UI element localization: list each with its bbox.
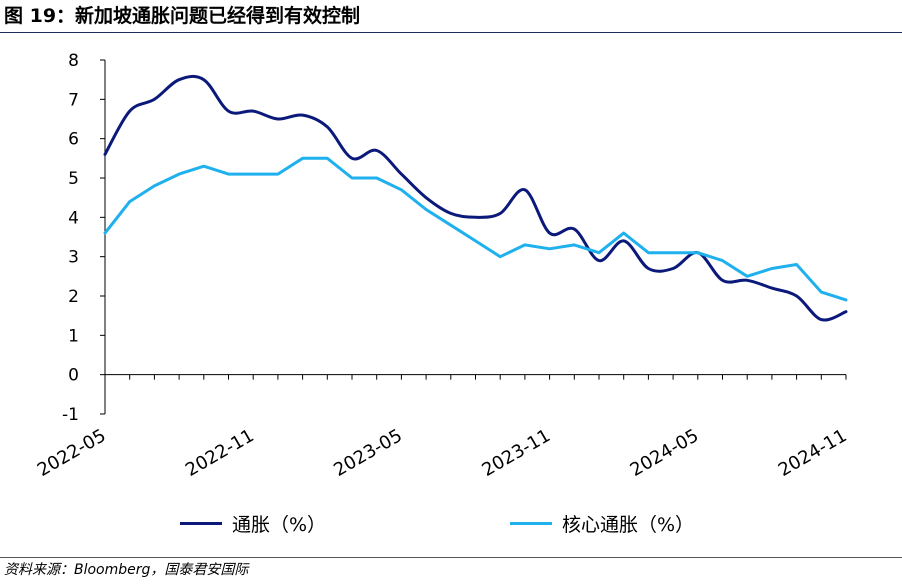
y-tick-label: 8	[68, 51, 79, 71]
y-tick-label: 2	[68, 287, 79, 307]
source-note: 资料来源：Bloomberg，国泰君安国际	[4, 562, 249, 578]
y-tick-label: 0	[68, 366, 79, 386]
y-axis: -1 0 1 2 3 4 5 6 7 8	[62, 51, 106, 425]
x-tick-label: 2022-11	[182, 425, 258, 481]
legend-label-inflation: 通胀（%）	[232, 513, 327, 536]
x-tick-label: 2024-05	[627, 425, 703, 481]
y-tick-label: 7	[68, 90, 79, 110]
y-tick-label: 6	[68, 130, 79, 150]
legend-item-inflation: 通胀（%）	[180, 510, 326, 536]
y-tick-label: 5	[68, 169, 79, 189]
legend: 通胀（%） 核心通胀（%）	[0, 510, 902, 536]
legend-swatch-core-inflation	[510, 521, 552, 525]
x-tick-label: 2023-11	[478, 425, 554, 481]
series-lines	[103, 74, 848, 322]
series-line-core-inflation	[103, 156, 848, 302]
chart-title: 图 19：新加坡通胀问题已经得到有效控制	[4, 5, 361, 27]
legend-item-core-inflation: 核心通胀（%）	[510, 510, 694, 536]
y-tick-label: 3	[68, 248, 79, 268]
y-tick-label: 4	[68, 208, 79, 228]
x-tick-label: 2024-11	[775, 425, 851, 481]
footer-divider	[0, 557, 902, 558]
series-line-inflation	[103, 74, 848, 322]
x-axis: 2022-05 2022-11 2023-05 2023-11 2024-05 2024-…	[34, 374, 851, 481]
x-tick-label: 2022-05	[34, 425, 110, 481]
line-chart: -1 0 1 2 3 4 5 6 7 8 2022-05 2022-11 2023-05 2023-11…	[34, 51, 851, 481]
legend-swatch-inflation	[180, 521, 222, 525]
title-divider	[0, 32, 902, 33]
x-tick-label: 2023-05	[330, 425, 406, 481]
legend-label-core-inflation: 核心通胀（%）	[562, 513, 695, 536]
y-tick-label: -1	[62, 405, 79, 425]
y-tick-label: 1	[68, 326, 79, 346]
